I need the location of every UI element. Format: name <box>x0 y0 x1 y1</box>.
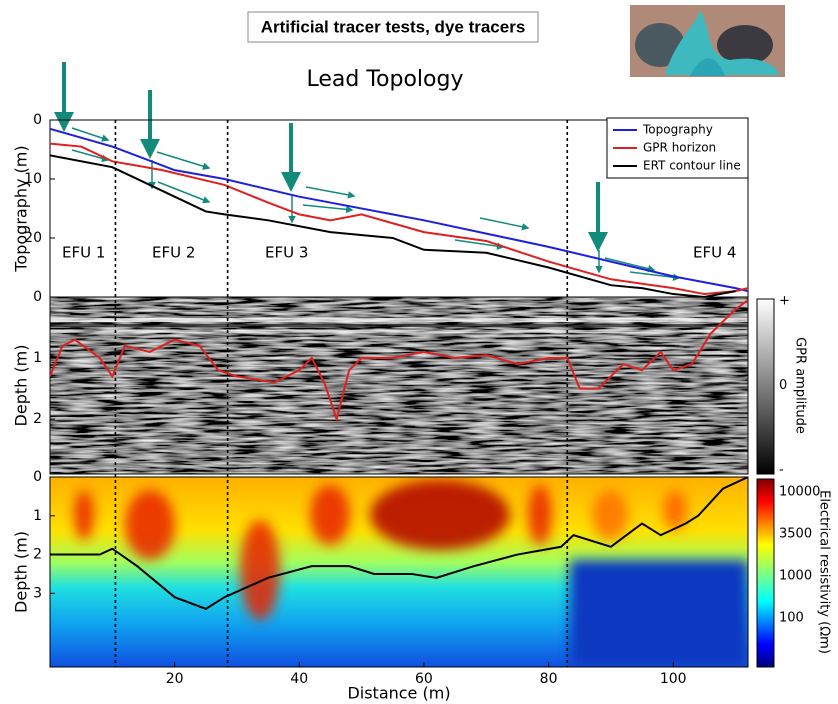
x-tick-label: 60 <box>415 671 433 687</box>
y-tick-label: 1 <box>33 508 42 524</box>
y-tick-label: 2 <box>33 547 42 563</box>
y-tick-label: 20 <box>24 230 42 246</box>
colorbar-tick-label: - <box>779 463 784 478</box>
y-tick-label: 2 <box>33 411 42 427</box>
colorbar-tick-label: + <box>779 294 790 309</box>
y-tick-label: 3 <box>33 585 42 601</box>
x-tick-label: 100 <box>660 671 687 687</box>
colorbar <box>756 478 775 668</box>
colorbar-tick-label: 100 <box>779 611 804 626</box>
colorbar-label: GPR amplitude <box>793 337 808 434</box>
series-group <box>50 127 748 297</box>
x-axis-label: Distance (m) <box>347 684 450 703</box>
colorbar-tick-label: 3500 <box>779 527 812 542</box>
y-axis-label: Topography (m) <box>12 145 31 272</box>
legend-label: GPR horizon <box>643 141 716 155</box>
x-tick-label: 20 <box>166 671 184 687</box>
y-tick-label: 1 <box>33 350 42 366</box>
gpr-image <box>50 297 748 474</box>
header: Artificial tracer tests, dye tracers <box>261 17 526 36</box>
legend-label: ERT contour line <box>643 159 741 173</box>
flow-arrows <box>54 62 681 281</box>
y-tick-label: 0 <box>33 469 42 485</box>
colorbar-tick-label: 0 <box>779 378 787 393</box>
series-line <box>50 127 748 293</box>
figure-title: Lead Topology <box>307 67 464 92</box>
zone-label: EFU 1 <box>62 244 105 262</box>
y-tick-label: 0 <box>33 289 42 305</box>
series-line <box>50 142 748 296</box>
x-tick-label: 40 <box>290 671 308 687</box>
photo <box>630 5 785 77</box>
zone-label: EFU 4 <box>693 244 736 262</box>
y-axis-label: Depth (m) <box>12 345 31 427</box>
zone-label: EFU 2 <box>152 244 195 262</box>
zone-label: EFU 3 <box>265 244 308 262</box>
x-tick-label: 80 <box>540 671 558 687</box>
header-box <box>247 11 539 43</box>
ert-image <box>50 477 748 667</box>
y-tick-label: 10 <box>24 171 42 187</box>
colorbar <box>756 298 775 475</box>
y-axis-label: Depth (m) <box>12 531 31 613</box>
series-group <box>50 299 748 423</box>
panel-frame <box>49 296 749 475</box>
colorbar-tick-label: 1000 <box>779 569 812 584</box>
series-group <box>50 477 748 610</box>
y-tick-label: 0 <box>33 112 42 128</box>
series-line <box>50 299 748 423</box>
legend-label: Topography <box>642 123 713 137</box>
colorbar-label: Electrical resistivity (Ωm) <box>817 490 832 654</box>
series-line <box>50 477 748 610</box>
series-line <box>50 154 736 297</box>
panel-frame <box>49 476 749 668</box>
colorbar-tick-label: 10000 <box>779 485 820 500</box>
